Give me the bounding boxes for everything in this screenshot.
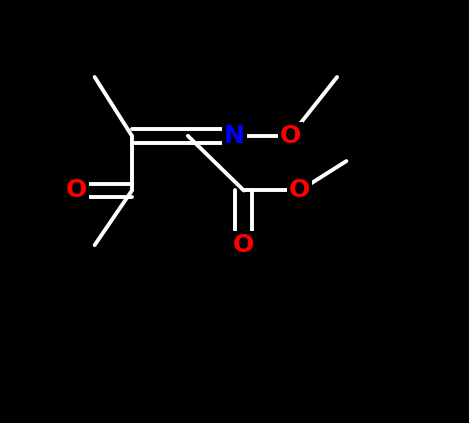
Text: O: O <box>233 233 255 257</box>
Text: O: O <box>65 179 87 203</box>
Text: O: O <box>280 124 301 148</box>
Text: N: N <box>224 124 245 148</box>
Text: O: O <box>289 179 310 203</box>
